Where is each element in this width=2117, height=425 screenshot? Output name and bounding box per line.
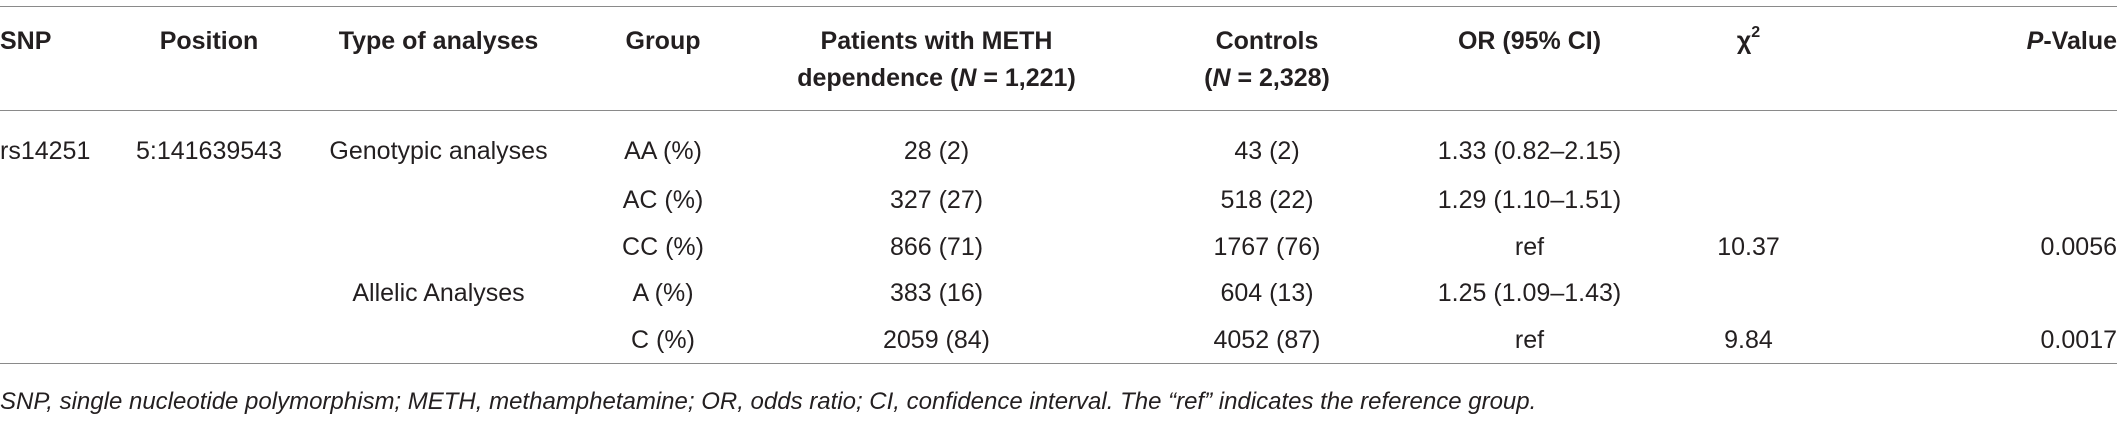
cell-chi <box>1655 111 1842 178</box>
cell-position <box>124 224 294 271</box>
cell-patients: 28 (2) <box>903 137 970 165</box>
header-group: Group <box>625 27 701 55</box>
cell-type: Allelic Analyses <box>352 279 525 308</box>
cell-or: 1.25 (1.09–1.43) <box>1437 279 1622 308</box>
header-chi-square: χ2 <box>1736 24 1761 56</box>
cell-position <box>124 270 294 317</box>
cell-chi: 9.84 <box>1724 325 1773 354</box>
cell-patients: 2059 (84) <box>882 325 991 354</box>
cell-group: C (%) <box>631 325 695 354</box>
cell-controls: 4052 (87) <box>1213 325 1321 354</box>
table-header-row: SNP Position Type of analyses Group Pati… <box>0 6 2117 111</box>
cell-snp <box>0 270 124 317</box>
table-row: C (%) 2059 (84) 4052 (87) ref 9.84 0.001… <box>0 317 2117 364</box>
cell-patients: 327 (27) <box>889 186 984 215</box>
cell-or: 1.29 (1.10–1.51) <box>1437 186 1622 215</box>
cell-group: AA (%) <box>624 137 702 165</box>
cell-snp <box>0 224 124 271</box>
cell-controls: 604 (13) <box>1220 279 1314 308</box>
cell-group: AC (%) <box>622 186 704 215</box>
cell-p <box>1842 111 2117 178</box>
cell-position: 5:141639543 <box>136 137 282 165</box>
header-controls: Controls (N = 2,328) <box>1204 27 1330 92</box>
cell-patients: 866 (71) <box>889 232 984 261</box>
cell-snp: rs14251 <box>0 137 91 165</box>
cell-p: 0.0056 <box>2040 232 2117 261</box>
header-p-value: P-Value <box>2026 27 2117 55</box>
header-position: Position <box>159 27 259 55</box>
header-type: Type of analyses <box>338 27 539 55</box>
cell-position <box>124 177 294 224</box>
cell-type <box>294 177 583 224</box>
cell-chi: 10.37 <box>1717 232 1780 261</box>
cell-controls: 518 (22) <box>1220 186 1314 215</box>
table-row: AC (%) 327 (27) 518 (22) 1.29 (1.10–1.51… <box>0 177 2117 224</box>
cell-or: 1.33 (0.82–2.15) <box>1437 137 1622 165</box>
header-snp: SNP <box>0 27 52 55</box>
cell-chi <box>1655 270 1842 317</box>
cell-snp <box>0 317 124 364</box>
table-row: CC (%) 866 (71) 1767 (76) ref 10.37 0.00… <box>0 224 2117 271</box>
cell-controls: 1767 (76) <box>1213 232 1321 261</box>
table-row: Allelic Analyses A (%) 383 (16) 604 (13)… <box>0 270 2117 317</box>
cell-p <box>1842 177 2117 224</box>
cell-controls: 43 (2) <box>1234 137 1300 165</box>
cell-type: Genotypic analyses <box>329 137 548 165</box>
cell-group: A (%) <box>632 279 694 308</box>
cell-patients: 383 (16) <box>889 279 984 308</box>
cell-p <box>1842 270 2117 317</box>
header-or: OR (95% CI) <box>1457 27 1602 55</box>
cell-snp <box>0 177 124 224</box>
table-footnote: SNP, single nucleotide polymorphism; MET… <box>0 388 1537 415</box>
table-row: rs14251 5:141639543 Genotypic analyses A… <box>0 111 2117 178</box>
header-patients: Patients with METH dependence (N = 1,221… <box>797 27 1076 92</box>
cell-type <box>294 317 583 364</box>
cell-p: 0.0017 <box>2040 325 2117 354</box>
cell-or: ref <box>1514 232 1545 261</box>
cell-or: ref <box>1514 325 1545 354</box>
cell-position <box>124 317 294 364</box>
cell-type <box>294 224 583 271</box>
association-table: SNP Position Type of analyses Group Pati… <box>0 6 2117 364</box>
cell-chi <box>1655 177 1842 224</box>
cell-group: CC (%) <box>622 232 704 261</box>
